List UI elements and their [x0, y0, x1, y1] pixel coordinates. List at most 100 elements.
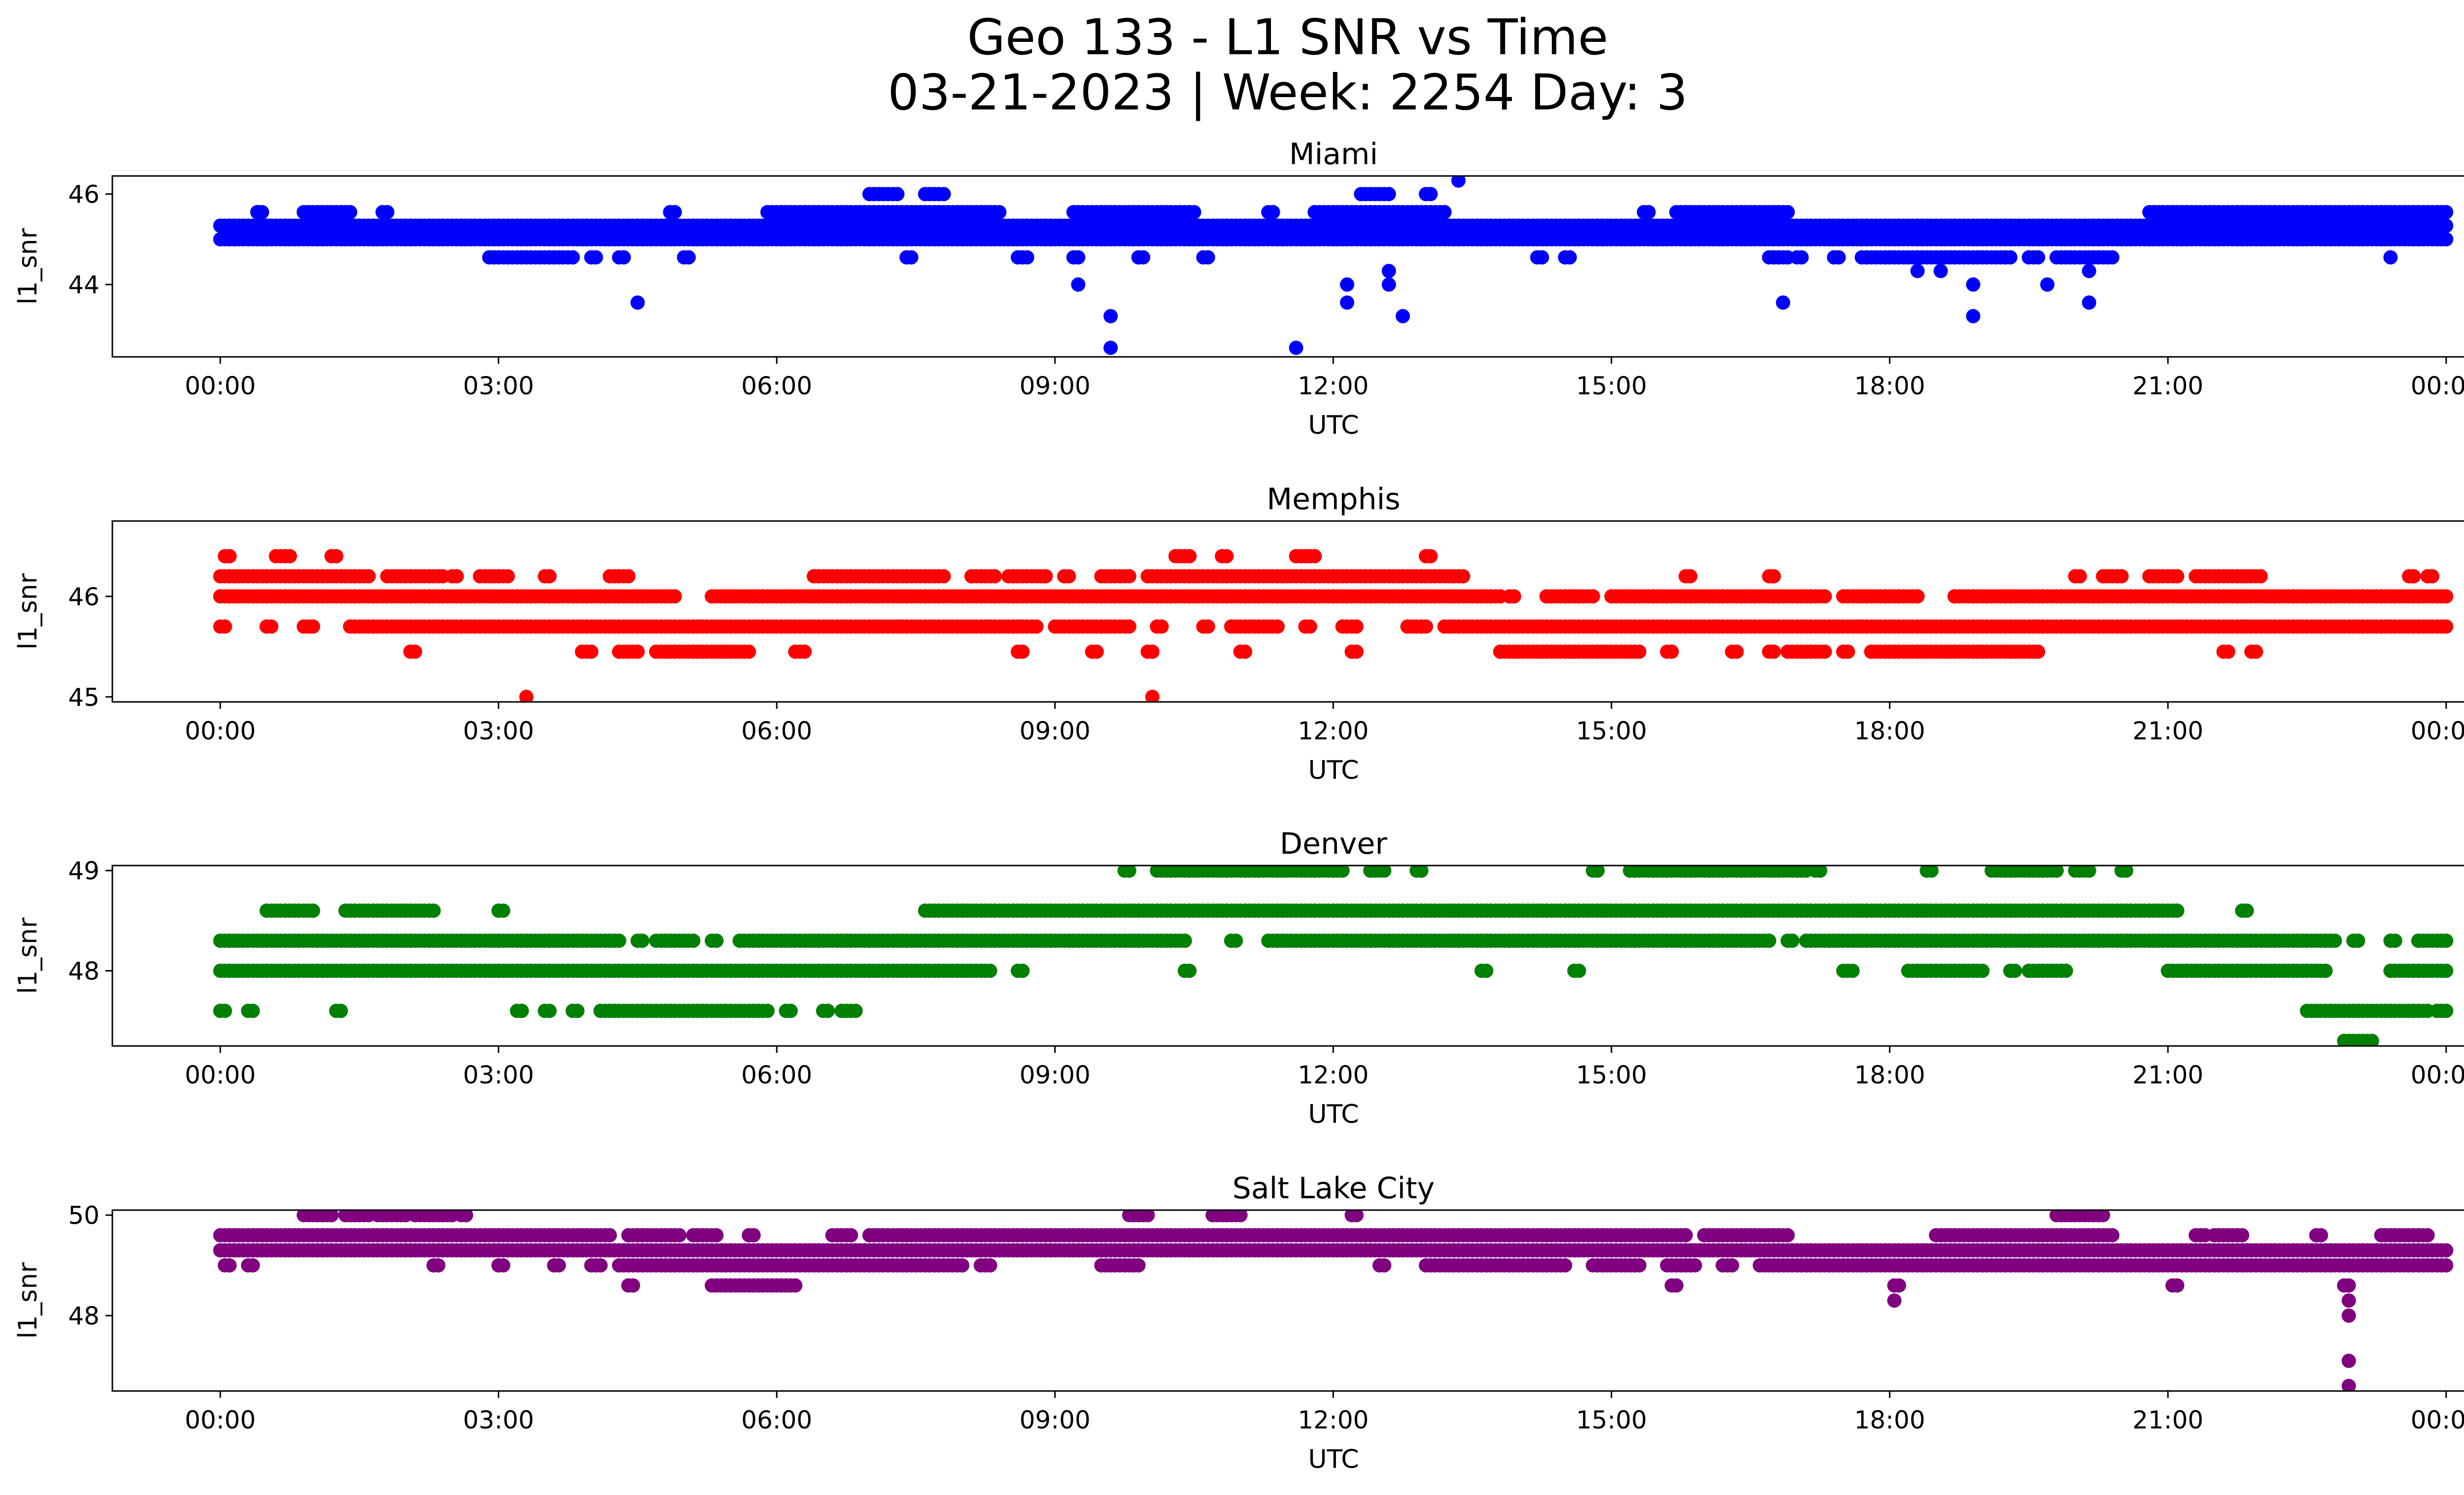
data-point [1766, 644, 1781, 659]
data-point [1266, 205, 1280, 219]
data-point [1479, 964, 1494, 978]
data-point [1335, 866, 1350, 878]
data-point [2082, 295, 2096, 310]
x-tick-label: 18:00 [1854, 372, 1925, 400]
data-point [1349, 619, 1364, 634]
data-point [1664, 644, 1679, 659]
data-point [1145, 690, 1160, 702]
data-point [2439, 589, 2454, 604]
data-point [500, 569, 515, 584]
data-point [2439, 1004, 2454, 1018]
data-point [264, 619, 278, 634]
data-point [1423, 549, 1438, 563]
data-point [1590, 866, 1605, 878]
data-point [1762, 934, 1777, 948]
data-point [250, 205, 265, 219]
data-points [213, 176, 2454, 355]
data-point [621, 569, 636, 584]
x-tick-label: 06:00 [741, 1061, 812, 1089]
data-point [2439, 218, 2454, 233]
data-point [2439, 934, 2454, 948]
data-point [1381, 187, 1396, 202]
subplot-miami: 00:00 03:00 06:00 09:00 12:00 15:00 18:00 21:00… [13, 137, 2464, 440]
data-point [1562, 250, 1577, 265]
data-point [2031, 644, 2046, 659]
data-point [1122, 866, 1136, 878]
data-point [1340, 277, 1355, 292]
x-tick-label: 06:00 [741, 372, 812, 400]
data-point [1071, 277, 1086, 292]
data-point [2439, 1258, 2454, 1273]
data-point [1766, 569, 1781, 584]
data-point [983, 1258, 997, 1273]
data-point [1817, 589, 1832, 604]
data-point [1349, 644, 1364, 659]
data-point [1794, 250, 1809, 265]
data-points [213, 549, 2454, 702]
x-tick-label: 00:00 [185, 1061, 256, 1089]
x-tick-label: 18:00 [1854, 717, 1925, 745]
data-point [1632, 644, 1646, 659]
data-point [2406, 569, 2421, 584]
subplot-title: Denver [1280, 827, 1388, 861]
x-tick-label: 09:00 [1020, 717, 1091, 745]
figure-title-line1: Geo 133 - L1 SNR vs Time [967, 8, 1608, 66]
data-point [612, 934, 626, 948]
subplot-memphis: 00:00 03:00 06:00 09:00 12:00 15:00 18:00 21:00… [13, 482, 2464, 785]
data-point [667, 205, 682, 219]
data-point [1182, 964, 1197, 978]
x-tick-label: 15:00 [1576, 717, 1647, 745]
data-point [1154, 619, 1169, 634]
x-tick-label: 00:00 [2411, 1061, 2464, 1089]
data-point [2040, 277, 2054, 292]
data-point [1558, 1258, 1573, 1273]
x-tick-label: 00:00 [2411, 717, 2464, 745]
figure-title-line2: 03-21-2023 | Week: 2254 Day: 3 [888, 64, 1688, 121]
data-point [570, 1004, 585, 1018]
data-point [616, 250, 631, 265]
data-point [746, 1228, 761, 1243]
data-point [988, 569, 1002, 584]
data-point [936, 187, 951, 202]
data-point [2170, 569, 2185, 584]
data-point [593, 1258, 608, 1273]
data-point [709, 934, 724, 948]
data-point [1229, 934, 1243, 948]
data-point [760, 1004, 775, 1018]
data-point [2439, 232, 2454, 246]
x-tick-label: 12:00 [1298, 372, 1369, 400]
data-point [1910, 264, 1925, 278]
data-point [1725, 1258, 1740, 1273]
data-point [1131, 1258, 1146, 1273]
data-point [992, 205, 1007, 219]
data-point [1933, 264, 1948, 278]
data-point [602, 1228, 617, 1243]
x-tick-label: 21:00 [2132, 717, 2203, 745]
data-point [2008, 964, 2022, 978]
data-point [709, 1228, 724, 1243]
data-point [1381, 277, 1396, 292]
data-point [1396, 309, 1410, 323]
data-point [431, 1258, 445, 1273]
data-point [1381, 264, 1396, 278]
data-point [1103, 341, 1118, 355]
data-point [2082, 264, 2096, 278]
data-point [334, 1004, 348, 1018]
x-tick-label: 03:00 [463, 1061, 534, 1089]
data-point [1015, 964, 1030, 978]
data-point [630, 295, 645, 310]
data-point [2439, 964, 2454, 978]
data-point [1506, 589, 1521, 604]
data-point [1776, 295, 1790, 310]
data-points [213, 866, 2454, 1046]
data-point [2318, 964, 2333, 978]
data-point [1177, 934, 1192, 948]
data-point [1090, 644, 1104, 659]
data-point [1419, 619, 1434, 634]
data-point [2105, 250, 2120, 265]
data-point [306, 619, 320, 634]
data-point [955, 1258, 970, 1273]
data-point [408, 644, 422, 659]
data-point [1641, 205, 1656, 219]
